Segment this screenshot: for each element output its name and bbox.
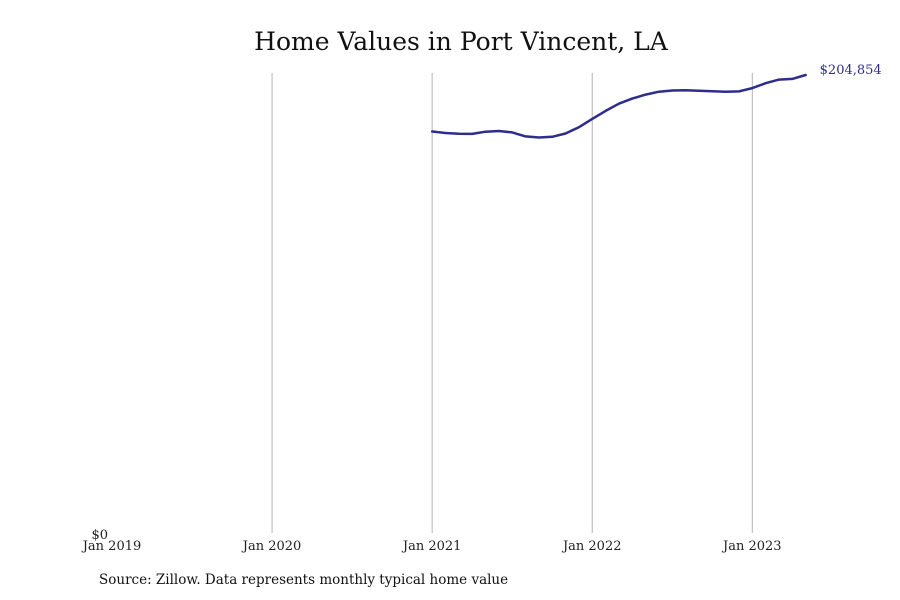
series-layer — [430, 73, 807, 139]
chart-title: Home Values in Port Vincent, LA — [254, 27, 668, 56]
x-tick-label: Jan 2023 — [721, 539, 782, 554]
source-note: Source: Zillow. Data represents monthly … — [99, 572, 509, 588]
y-tick-label: $0 — [91, 528, 108, 543]
x-tick-label: Jan 2021 — [401, 539, 462, 554]
x-tick-label: Jan 2022 — [561, 539, 622, 554]
series-line-home-value — [430, 73, 807, 139]
grid-lines — [271, 73, 753, 533]
axis-tick-labels: Jan 2019 Jan 2020 Jan 2021 Jan 2022 Jan 2023… — [81, 528, 782, 554]
end-value-label: $204,854 — [820, 63, 882, 78]
data-labels: $204,854 — [820, 63, 882, 78]
x-tick-label: Jan 2019 — [81, 539, 142, 554]
x-tick-label: Jan 2020 — [241, 539, 302, 554]
